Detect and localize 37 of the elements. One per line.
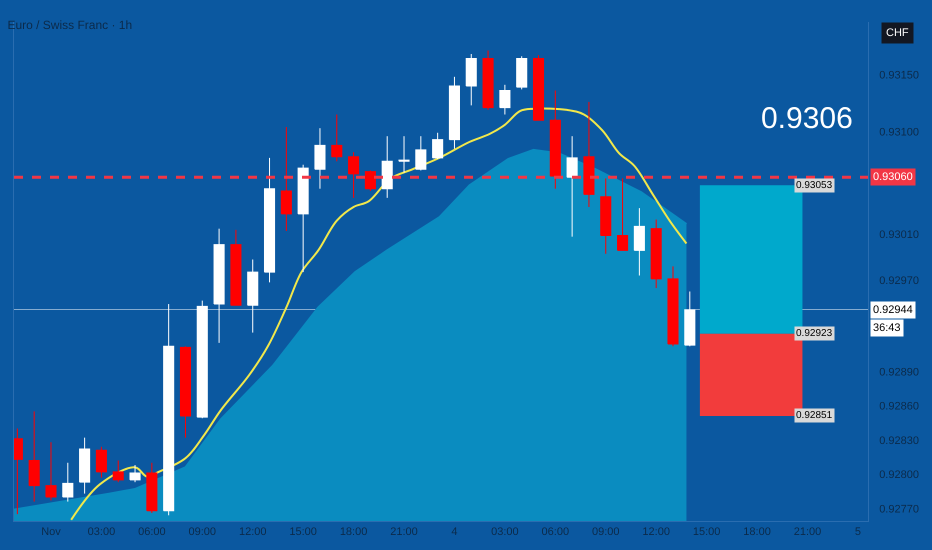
annotation: 0.92851 [796, 410, 833, 421]
x-tick-label: 4 [451, 526, 458, 538]
y-tick-label: 0.93150 [879, 69, 919, 82]
y-tick-label: 0.92770 [879, 503, 919, 516]
x-tick-label: 18:00 [743, 526, 771, 538]
x-tick-label: 06:00 [542, 526, 570, 538]
annotation: 0.93053 [796, 180, 833, 191]
annotation: 0.9306 [761, 102, 853, 135]
x-tick-label: 15:00 [692, 526, 720, 538]
y-tick-label: 0.92860 [879, 400, 919, 413]
x-tick-label: 09:00 [592, 526, 620, 538]
x-tick-label: 06:00 [138, 526, 166, 538]
y-tick-label: 0.92830 [879, 434, 919, 447]
x-tick-label: 12:00 [642, 526, 670, 538]
x-tick-label: 03:00 [88, 526, 116, 538]
candlestick [466, 53, 477, 106]
chart-title: Euro / Swiss Franc · 1h [7, 18, 132, 32]
text: 36:43 [873, 322, 901, 334]
x-tick-label: 12:00 [238, 526, 266, 538]
x-tick-label: 15:00 [289, 526, 317, 538]
x-tick-label: 21:00 [390, 526, 418, 538]
annotation: 0.92923 [796, 328, 833, 339]
candlestick [600, 178, 612, 254]
y-tick-label: 0.92800 [879, 469, 919, 482]
y-tick-label: 0.92970 [879, 274, 919, 287]
ref-line-label: 0.93060 [873, 171, 913, 183]
text: CHF [886, 27, 909, 39]
x-tick-label: Nov [41, 526, 62, 538]
x-tick-label: 09:00 [188, 526, 216, 538]
y-tick-label: 0.93100 [879, 126, 919, 138]
x-tick-label: 21:00 [794, 526, 822, 538]
y-tick-label: 0.93010 [879, 229, 919, 242]
x-tick-label: 5 [854, 526, 861, 538]
ref-line-label: 0.92944 [873, 304, 913, 316]
x-tick-label: 03:00 [491, 526, 519, 538]
x-tick-label: 18:00 [340, 526, 368, 538]
y-tick-label: 0.92890 [879, 366, 919, 378]
